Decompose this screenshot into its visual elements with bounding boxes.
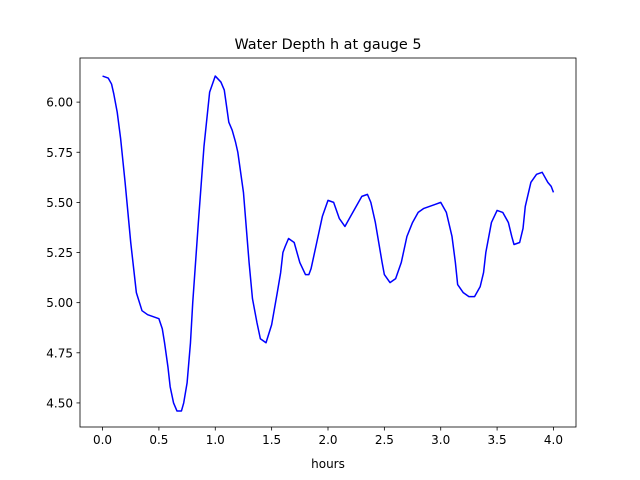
x-tick-label: 2.0 [318, 433, 337, 447]
y-tick-label: 5.00 [46, 296, 73, 310]
x-axis-title: hours [311, 457, 345, 471]
x-tick-label: 3.0 [431, 433, 450, 447]
y-tick-label: 6.00 [46, 96, 73, 110]
x-tick-label: 0.0 [93, 433, 112, 447]
y-tick-label: 5.75 [46, 146, 73, 160]
chart-title: Water Depth h at gauge 5 [234, 37, 421, 53]
x-tick-label: 1.0 [206, 433, 225, 447]
plot-area: 0.0 0.5 1.0 1.5 2.0 2.5 3.0 3.5 4.0 4.50 4.75 5.00 5… [46, 57, 577, 447]
y-tick-label: 5.50 [46, 196, 73, 210]
y-tick-label: 4.75 [46, 346, 73, 360]
y-tick-label: 4.50 [46, 396, 73, 410]
x-tick-label: 1.5 [262, 433, 281, 447]
x-tick-label: 2.5 [375, 433, 394, 447]
y-tick-label: 5.25 [46, 246, 73, 260]
x-tick-label: 4.0 [544, 433, 563, 447]
series-line-1 [102, 75, 555, 412]
x-tick-label: 3.5 [488, 433, 507, 447]
x-tick-label: 0.5 [149, 433, 168, 447]
